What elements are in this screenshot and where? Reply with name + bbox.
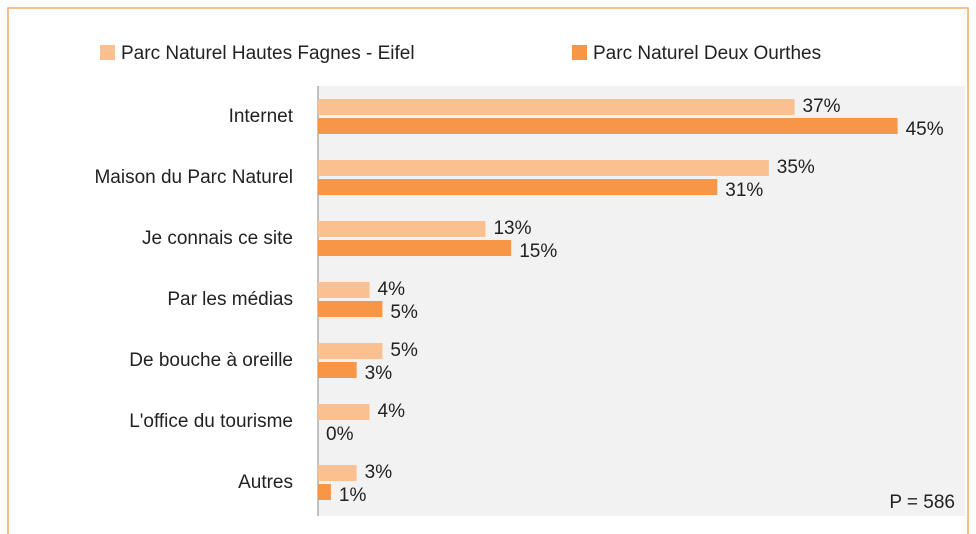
category-label: Je connais ce site: [142, 228, 293, 249]
category-label: L'office du tourisme: [129, 411, 293, 432]
value-label: 45%: [906, 119, 944, 140]
category-label: Autres: [238, 472, 293, 493]
legend-label: Parc Naturel Deux Ourthes: [593, 43, 821, 64]
category-label: De bouche à oreille: [129, 350, 293, 371]
bar: [318, 465, 357, 481]
bar: [318, 118, 898, 134]
bar: [318, 282, 370, 298]
value-label: 15%: [519, 241, 557, 262]
value-label: 31%: [725, 180, 763, 201]
legend-label: Parc Naturel Hautes Fagnes - Eifel: [121, 43, 415, 64]
bar: [318, 160, 769, 176]
annotation: P = 586: [889, 492, 955, 513]
plot-area: [318, 86, 965, 516]
legend-swatch: [100, 45, 115, 60]
value-label: 13%: [493, 218, 531, 239]
value-label: 5%: [390, 340, 418, 361]
frame: [7, 7, 969, 534]
bar: [318, 404, 370, 420]
value-label: 0%: [326, 424, 354, 445]
bar: [318, 221, 486, 237]
bar: [318, 484, 331, 500]
bar: [318, 240, 512, 256]
value-label: 3%: [365, 363, 393, 384]
category-label: Maison du Parc Naturel: [94, 167, 293, 188]
value-label: 1%: [339, 485, 367, 506]
bar: [318, 99, 795, 115]
value-label: 3%: [365, 462, 393, 483]
value-label: 4%: [378, 279, 406, 300]
value-label: 37%: [803, 96, 841, 117]
value-label: 4%: [378, 401, 406, 422]
bar: [318, 179, 718, 195]
bar: [318, 343, 383, 359]
value-label: 35%: [777, 157, 815, 178]
legend-swatch: [572, 45, 587, 60]
category-label: Par les médias: [167, 289, 293, 310]
bar: [318, 301, 383, 317]
category-label: Internet: [229, 106, 294, 127]
bar: [318, 362, 357, 378]
value-label: 5%: [390, 302, 418, 323]
